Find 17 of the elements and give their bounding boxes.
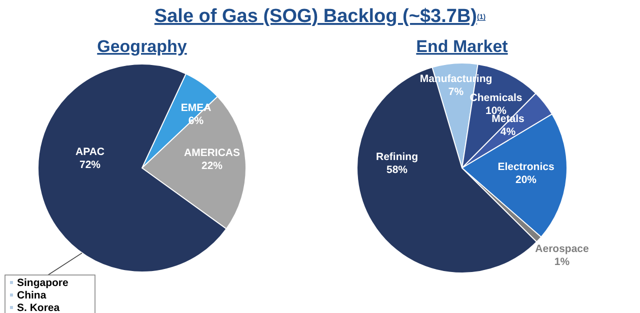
chart-title: End Market: [416, 37, 508, 56]
data-label: 72%: [79, 159, 102, 171]
text: China: [17, 290, 46, 302]
data-label: 4%: [500, 126, 516, 138]
text: S. Korea: [17, 302, 60, 313]
text: Singapore: [17, 277, 68, 289]
data-label: 58%: [386, 164, 408, 176]
slice-label: Aerospace: [535, 243, 590, 255]
data-label: 20%: [515, 174, 538, 186]
slice-label: APAC: [76, 146, 105, 158]
data-label: 22%: [201, 160, 224, 172]
slice-label: Refining: [376, 151, 418, 163]
slice-label: Electronics: [498, 161, 554, 173]
slice-label: AMERICAS: [184, 147, 240, 159]
data-label: 7%: [448, 86, 464, 98]
chart-subtitle: Geography: [97, 37, 188, 56]
data-label: 1%: [554, 256, 570, 268]
